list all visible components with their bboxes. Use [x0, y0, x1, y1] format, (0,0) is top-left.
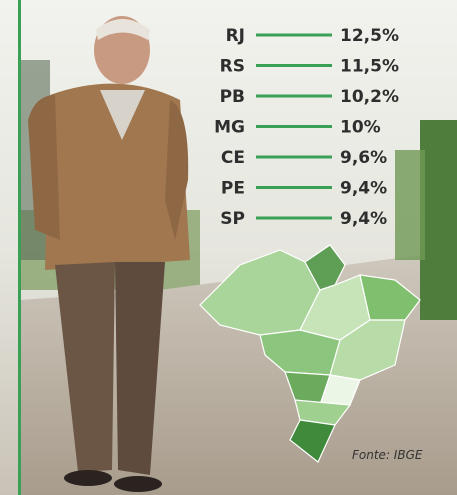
state-label: PB: [220, 87, 245, 107]
percentage-label: 11,5%: [340, 57, 399, 77]
state-label: RJ: [226, 26, 245, 46]
state-label: RS: [220, 57, 245, 77]
source-note: Fonte: IBGE: [352, 448, 423, 462]
percentage-label: 9,6%: [340, 148, 387, 168]
percentage-label: 10,2%: [340, 87, 399, 107]
state-label: CE: [221, 148, 245, 168]
state-label: SP: [220, 209, 245, 229]
percentage-label: 10%: [340, 118, 381, 138]
state-label: MG: [214, 118, 245, 138]
infographic: RJ 12,5% RS 11,5% PB 10,2% MG 10% CE 9,6% PE 9,4% SP…: [0, 0, 457, 495]
state-label: PE: [221, 179, 245, 199]
percentage-label: 9,4%: [340, 209, 387, 229]
percentage-label: 9,4%: [340, 179, 387, 199]
percentage-label: 12,5%: [340, 26, 399, 46]
